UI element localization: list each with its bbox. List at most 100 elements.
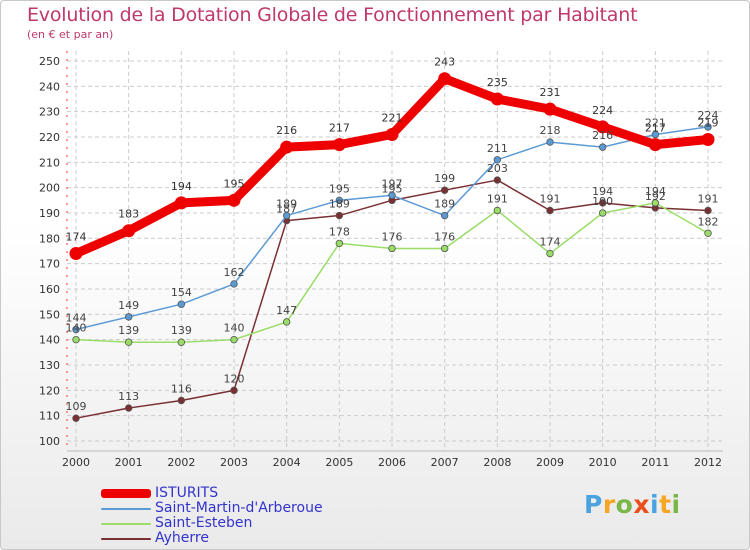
data-point bbox=[335, 196, 344, 205]
data-label: 182 bbox=[698, 215, 719, 228]
y-tick-label: 120 bbox=[39, 384, 60, 397]
legend-item: Saint-Martin-d'Arberoue bbox=[101, 501, 323, 516]
data-point bbox=[438, 72, 452, 86]
data-point bbox=[230, 335, 238, 344]
data-point bbox=[177, 300, 186, 308]
data-label: 187 bbox=[276, 203, 297, 216]
logo-letter: i bbox=[671, 490, 681, 519]
legend-item: ISTURITS bbox=[101, 486, 323, 501]
y-tick-label: 100 bbox=[39, 435, 60, 448]
x-tick-label: 2007 bbox=[431, 456, 459, 469]
chart-title: Evolution de la Dotation Globale de Fonc… bbox=[27, 4, 638, 26]
chart-subtitle: (en € et par an) bbox=[27, 28, 114, 41]
data-point bbox=[230, 386, 238, 395]
data-point bbox=[704, 229, 712, 237]
data-label: 113 bbox=[118, 390, 139, 403]
legend-label: ISTURITS bbox=[155, 485, 219, 501]
x-tick-label: 2001 bbox=[115, 456, 143, 469]
data-point bbox=[124, 404, 133, 412]
legend-swatch bbox=[101, 522, 151, 525]
data-point bbox=[122, 224, 136, 238]
data-label: 192 bbox=[645, 190, 666, 203]
chart-legend: ISTURITS Saint-Martin-d'Arberoue Saint-Est… bbox=[101, 486, 323, 546]
data-label: 183 bbox=[118, 208, 139, 221]
data-point bbox=[385, 127, 399, 141]
data-point bbox=[490, 92, 504, 106]
data-label: 162 bbox=[224, 266, 245, 279]
data-label: 224 bbox=[698, 109, 719, 122]
data-point bbox=[282, 211, 291, 220]
x-tick-label: 2009 bbox=[536, 456, 564, 469]
data-label: 219 bbox=[698, 117, 719, 130]
data-label: 218 bbox=[540, 124, 561, 137]
proxiti-logo: Proxiti bbox=[584, 490, 681, 519]
data-point bbox=[704, 123, 712, 131]
data-point bbox=[440, 211, 449, 220]
data-label: 195 bbox=[224, 177, 245, 190]
series-line-saint-esteben bbox=[75, 202, 709, 343]
data-point bbox=[651, 199, 660, 207]
x-tick-label: 2010 bbox=[589, 456, 617, 469]
data-point bbox=[493, 206, 502, 215]
data-point bbox=[440, 186, 449, 194]
data-point bbox=[648, 138, 662, 152]
axis-layer: 100 110 120 130 140 150 160 170 180 190 200 210 220 2… bbox=[39, 51, 723, 469]
data-label: 217 bbox=[645, 122, 666, 135]
y-tick-label: 230 bbox=[39, 106, 60, 119]
data-label: 144 bbox=[66, 312, 87, 325]
data-point bbox=[598, 199, 607, 207]
data-point bbox=[546, 206, 554, 215]
data-point bbox=[332, 138, 346, 152]
data-label: 154 bbox=[171, 286, 192, 299]
data-point bbox=[280, 140, 294, 154]
legend-item: Saint-Esteben bbox=[101, 516, 323, 531]
data-point bbox=[388, 191, 396, 199]
data-label: 174 bbox=[66, 231, 87, 244]
data-label: 140 bbox=[224, 322, 245, 335]
data-point bbox=[69, 247, 83, 261]
data-point bbox=[546, 249, 554, 258]
data-label: 221 bbox=[382, 111, 403, 124]
data-point bbox=[704, 206, 712, 215]
legend-swatch bbox=[101, 507, 151, 510]
logo-letter: i bbox=[650, 490, 660, 519]
y-tick-label: 110 bbox=[39, 410, 60, 423]
data-label: 194 bbox=[645, 185, 666, 198]
y-tick-label: 150 bbox=[39, 308, 60, 321]
x-tick-label: 2002 bbox=[167, 456, 195, 469]
y-tick-label: 130 bbox=[39, 359, 60, 372]
x-tick-label: 2008 bbox=[483, 456, 511, 469]
legend-label: Saint-Esteben bbox=[155, 515, 253, 531]
data-label: 243 bbox=[434, 56, 455, 69]
data-label: 174 bbox=[540, 236, 561, 249]
data-point bbox=[335, 211, 344, 220]
data-label: 235 bbox=[487, 76, 508, 89]
legend-label: Ayherre bbox=[155, 530, 209, 546]
data-label: 147 bbox=[276, 304, 297, 317]
y-tick-label: 160 bbox=[39, 283, 60, 296]
legend-swatch bbox=[101, 537, 151, 540]
logo-letter: P bbox=[584, 490, 603, 519]
data-label: 224 bbox=[592, 104, 613, 117]
data-label: 176 bbox=[434, 230, 455, 243]
data-label: 191 bbox=[487, 192, 508, 205]
x-tick-label: 2006 bbox=[378, 456, 406, 469]
data-label: 197 bbox=[382, 177, 403, 190]
data-point bbox=[72, 335, 80, 344]
data-point bbox=[282, 318, 291, 326]
data-label: 216 bbox=[592, 129, 613, 142]
data-label: 139 bbox=[118, 324, 139, 337]
data-point bbox=[701, 133, 715, 147]
data-point bbox=[227, 193, 241, 207]
x-tick-label: 2012 bbox=[694, 456, 722, 469]
data-label: 216 bbox=[276, 124, 297, 137]
data-label: 140 bbox=[66, 322, 87, 335]
x-tick-label: 2004 bbox=[273, 456, 301, 469]
y-tick-label: 250 bbox=[39, 55, 60, 68]
data-point bbox=[598, 209, 607, 217]
data-label: 178 bbox=[329, 225, 350, 238]
x-tick-label: 2011 bbox=[641, 456, 669, 469]
data-point bbox=[598, 143, 607, 151]
